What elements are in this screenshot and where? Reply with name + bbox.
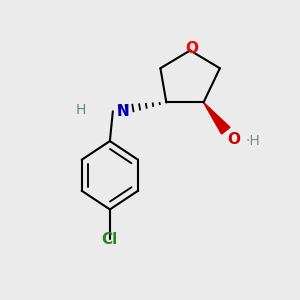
Text: ·H: ·H <box>245 134 260 148</box>
Text: H: H <box>76 103 86 117</box>
Text: Cl: Cl <box>102 232 118 247</box>
Text: O: O <box>227 132 240 147</box>
Text: O: O <box>185 41 198 56</box>
Text: N: N <box>116 104 129 119</box>
Polygon shape <box>203 102 230 134</box>
